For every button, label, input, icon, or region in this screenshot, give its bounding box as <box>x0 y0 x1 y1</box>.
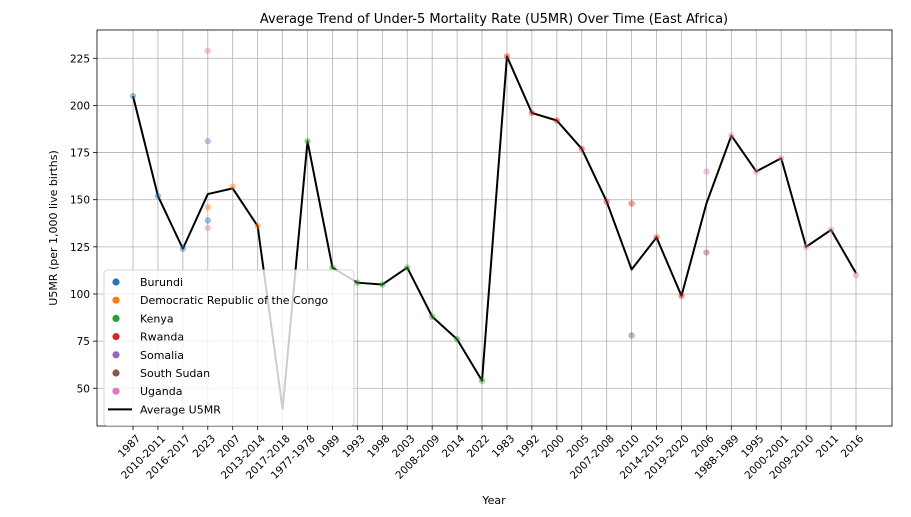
x-tick-label: 1993 <box>340 433 367 460</box>
x-tick-label: 2000 <box>540 433 567 460</box>
legend-label: Average U5MR <box>140 403 221 416</box>
data-point <box>553 117 561 124</box>
legend-marker <box>112 296 120 304</box>
y-tick-label: 150 <box>70 195 90 207</box>
x-tick-label: 2022 <box>465 433 492 460</box>
legend-label: South Sudan <box>140 367 210 380</box>
average-line-layer <box>132 55 857 411</box>
y-tick-label: 225 <box>70 53 90 65</box>
legend-marker <box>112 278 120 286</box>
data-point <box>753 168 760 175</box>
legend-label: Kenya <box>140 312 174 325</box>
x-tick-label: 2023 <box>191 433 218 460</box>
grid-layer <box>97 30 892 426</box>
data-point <box>179 245 187 252</box>
data-point <box>254 222 261 230</box>
data-point <box>204 224 211 232</box>
scatter-points-layer <box>129 47 860 409</box>
average-u5mr-line <box>132 55 857 411</box>
chart-title: Average Trend of Under-5 Mortality Rate … <box>260 12 728 27</box>
y-tick-label: 50 <box>77 383 90 395</box>
x-tick-label: 2011 <box>814 433 841 460</box>
legend-box <box>103 269 355 427</box>
x-tick-label: 2014 <box>440 433 468 461</box>
legend-marker <box>112 314 120 322</box>
x-tick-label: 1998 <box>365 433 392 460</box>
data-point <box>703 168 710 175</box>
data-point <box>204 217 211 224</box>
data-point <box>827 226 835 234</box>
data-point <box>603 198 610 205</box>
data-point <box>204 47 211 54</box>
x-tick-label: 1983 <box>490 433 517 460</box>
y-tick-label: 75 <box>77 336 90 348</box>
legend-label: Rwanda <box>140 331 184 344</box>
data-point <box>852 271 860 279</box>
data-point <box>428 313 436 320</box>
data-point <box>129 92 137 100</box>
y-axis-label: U5MR (per 1,000 live births) <box>47 150 60 305</box>
data-point <box>678 292 685 300</box>
data-point <box>628 200 635 207</box>
data-point <box>304 138 311 145</box>
y-tick-label: 100 <box>70 289 90 301</box>
x-axis-label: Year <box>481 494 506 507</box>
legend-label: Democratic Republic of the Congo <box>140 294 328 307</box>
data-point <box>154 192 162 200</box>
plot-frame <box>96 29 893 427</box>
data-point <box>728 132 735 139</box>
data-point <box>379 281 386 288</box>
data-point <box>354 279 361 286</box>
data-point <box>478 377 486 384</box>
data-point <box>802 243 810 251</box>
data-point <box>503 53 511 60</box>
legend-marker <box>112 351 120 359</box>
data-point <box>653 234 660 241</box>
x-ticks-layer: 19872010-20112016-2017202320072013-20142… <box>116 426 867 482</box>
legend-label: Somalia <box>140 349 184 362</box>
data-point <box>404 264 411 271</box>
data-point <box>453 336 461 343</box>
data-point <box>703 249 710 256</box>
legend-label: Burundi <box>140 276 183 289</box>
legend-label: Uganda <box>140 385 182 398</box>
legend-marker <box>112 369 120 377</box>
y-tick-label: 125 <box>70 242 90 254</box>
y-tick-label: 200 <box>70 100 90 112</box>
data-point <box>229 183 236 190</box>
x-tick-label: 1989 <box>315 433 342 460</box>
x-tick-label: 2016 <box>839 433 867 461</box>
data-point <box>628 332 635 339</box>
data-point <box>329 264 336 271</box>
data-point <box>204 138 211 145</box>
legend-marker <box>112 387 120 395</box>
data-point <box>528 109 536 117</box>
data-point <box>778 155 785 162</box>
data-point <box>578 145 585 152</box>
legend-marker <box>112 333 120 341</box>
y-tick-label: 175 <box>70 148 90 160</box>
y-ticks-layer: 50 75 100 125 150 175 200 225 <box>70 53 97 395</box>
data-point <box>204 204 211 211</box>
legend: Burundi Democratic Republic of the Congo K… <box>103 269 355 427</box>
x-tick-label: 1992 <box>515 433 542 460</box>
